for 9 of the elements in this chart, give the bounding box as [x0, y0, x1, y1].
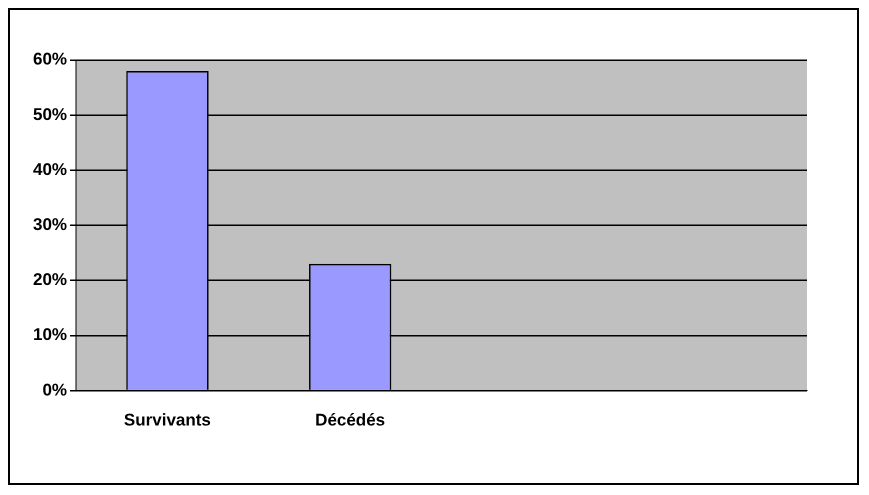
y-tick-label: 0% [42, 380, 68, 400]
x-tick-label: Survivants [124, 410, 211, 430]
x-tick-label: Décédés [315, 410, 386, 430]
y-tick-label: 40% [32, 160, 68, 179]
y-tick-label: 60% [32, 50, 68, 69]
y-tick-label: 10% [32, 325, 68, 344]
y-tick-label: 30% [32, 214, 68, 234]
y-tick-label: 20% [32, 270, 68, 290]
y-tick-label: 50% [32, 104, 68, 124]
